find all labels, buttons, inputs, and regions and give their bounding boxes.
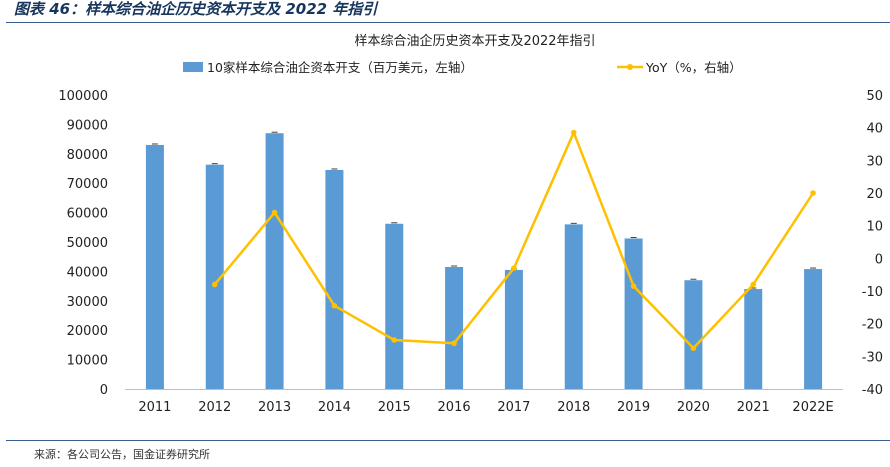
legend-bar-swatch [183,62,203,72]
right-tick-label: -30 [862,350,883,365]
legend-line-label: YoY（%，右轴） [645,60,742,75]
x-tick-label: 2013 [258,400,291,415]
left-tick-label: 70000 [67,177,108,192]
right-tick-label: 20 [866,187,883,202]
bar-2012 [205,164,224,389]
right-axis: -40 -30 -20 -10 0 10 20 30 40 50 [862,89,883,398]
right-tick-label: 0 [875,252,883,267]
bar-2020 [684,280,703,389]
yoy-point-2013 [271,209,278,216]
yoy-point-2020 [690,345,697,351]
x-tick-label: 2021 [737,400,770,415]
x-tick-label: 2018 [557,400,590,415]
bar-2011 [145,144,164,389]
left-tick-label: 30000 [67,295,108,310]
left-tick-label: 80000 [67,148,108,163]
bar-2018 [564,224,583,389]
top-rule [6,22,890,23]
x-tick-label: 2014 [318,400,351,415]
x-tick-label: 2017 [497,400,530,415]
x-tick-label: 2016 [438,400,471,415]
yoy-point-2019 [630,283,637,289]
left-tick-label: 60000 [67,207,108,222]
yoy-point-2015 [391,337,398,343]
yoy-point-2021 [750,281,757,288]
right-tick-label: 30 [866,154,883,169]
legend-line-marker [627,64,633,70]
left-tick-label: 0 [100,383,108,398]
bar-series [145,131,823,389]
right-tick-label: -10 [862,285,883,300]
bar-2015 [385,223,404,389]
yoy-line-series [211,129,816,351]
yoy-point-2016 [451,340,457,347]
yoy-point-2022E [810,190,816,196]
left-axis: 0 10000 20000 30000 40000 50000 60000 70000 8000… [58,89,108,398]
bottom-rule [6,440,890,441]
bar-2021 [744,289,763,389]
left-tick-label: 100000 [58,89,108,104]
legend-bar-label: 10家样本综合油企资本开支（百万美元，左轴） [207,60,473,75]
left-tick-label: 20000 [67,324,108,339]
right-tick-label: -20 [862,318,883,333]
yoy-point-2012 [211,281,218,288]
x-tick-label: 2011 [138,400,171,415]
left-tick-label: 90000 [67,118,108,133]
yoy-point-2014 [331,302,338,309]
x-tick-label: 2022E [792,400,833,415]
yoy-point-2018 [570,129,577,136]
figure-title: 图表 46：样本综合油企历史资本开支及 2022 年指引 [14,0,378,18]
yoy-point-2017 [511,265,517,271]
capex-chart: 样本综合油企历史资本开支及2022年指引 10家样本综合油企资本开支（百万美元，… [58,33,883,415]
source-note: 来源：各公司公告，国金证券研究所 [34,448,210,461]
bar-2017 [504,269,523,389]
bar-2014 [325,169,344,389]
left-tick-label: 40000 [67,265,108,280]
legend: 10家样本综合油企资本开支（百万美元，左轴） YoY（%，右轴） [183,60,742,75]
x-axis-labels: 2011 2012 2013 2014 2015 2016 2017 2018 2019 2020… [138,400,833,415]
right-tick-label: 40 [866,122,883,137]
right-tick-label: -40 [862,383,883,398]
right-tick-label: 10 [866,220,883,235]
bar-2016 [445,266,464,389]
chart-title: 样本综合油企历史资本开支及2022年指引 [354,33,595,49]
right-tick-label: 50 [866,89,883,104]
x-tick-label: 2012 [198,400,231,415]
bar-2022E [804,269,823,389]
bar-2019 [624,238,643,389]
left-tick-label: 10000 [67,354,108,369]
bar-2013 [265,133,284,389]
x-tick-label: 2015 [378,400,411,415]
x-tick-label: 2019 [617,400,650,415]
x-tick-label: 2020 [677,400,710,415]
left-tick-label: 50000 [67,236,108,251]
